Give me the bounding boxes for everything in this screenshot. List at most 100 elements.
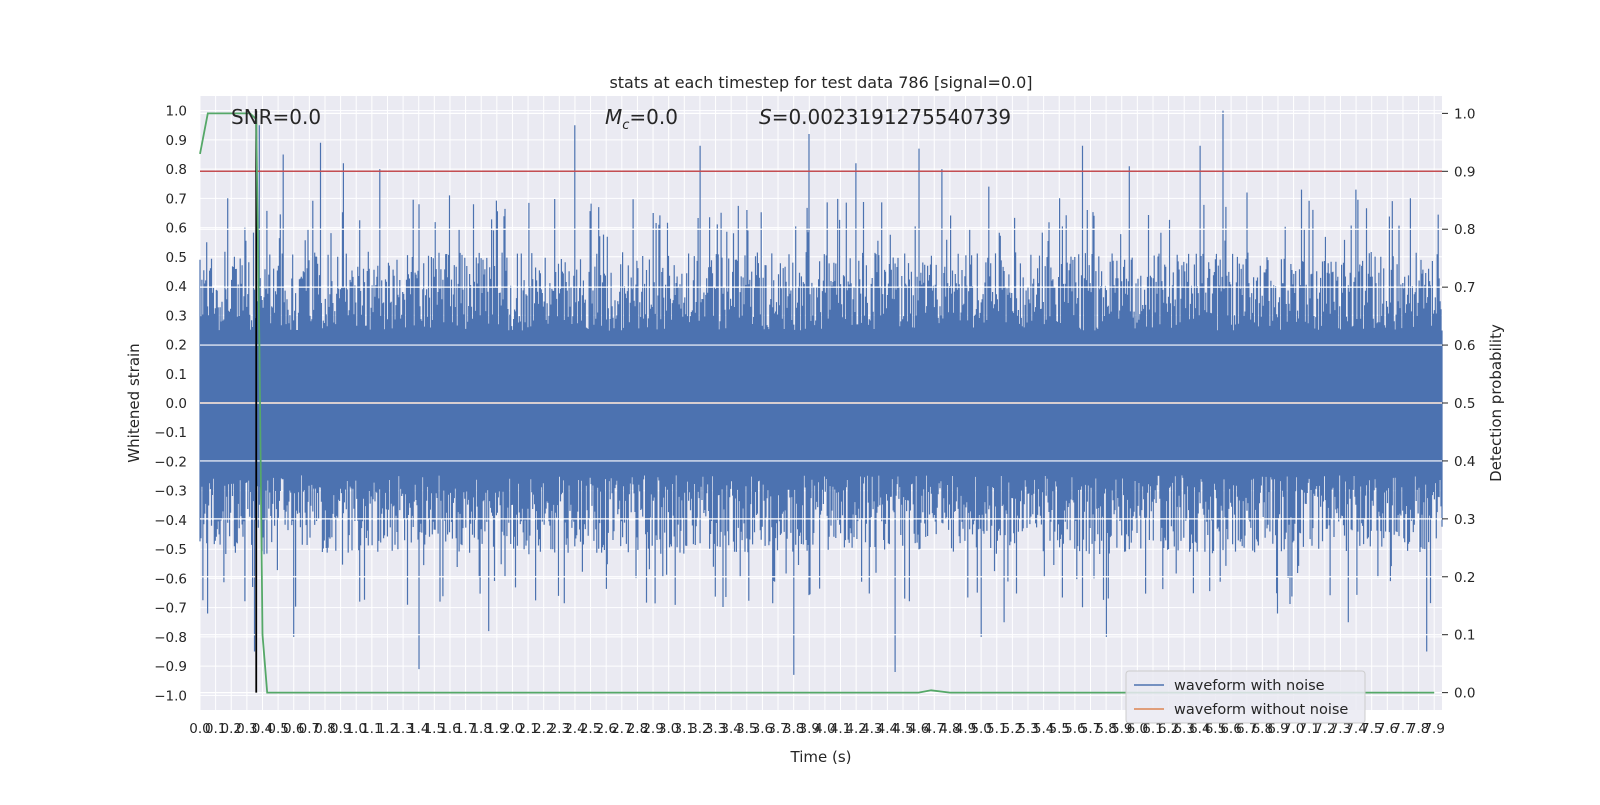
x-tick-label: 0.8 [314,721,335,737]
x-tick-label: 2.6 [595,721,616,737]
y-tick-label: −1.0 [154,688,187,704]
x-tick-label: 7.2 [1314,721,1335,737]
s-symbol: S [759,105,772,129]
x-tick-label: 5.0 [970,721,991,737]
x-tick-label: 4.4 [877,721,898,737]
x-tick-label: 6.8 [1252,721,1273,737]
x-tick-label: 4.8 [939,721,960,737]
x-tick-label: 2.9 [642,721,663,737]
s-value: =0.0023191275540739 [772,105,1011,129]
series-detection-probability [199,112,1435,694]
x-tick-label: 2.0 [502,721,523,737]
x-tick-label: 6.6 [1220,721,1241,737]
x-tick-label: 2.2 [533,721,554,737]
x-tick-label: 5.7 [1080,721,1101,737]
x-tick-label: 1.4 [408,721,429,737]
y2-tick-label: 0.1 [1454,628,1475,644]
legend-label-without-noise: waveform without noise [1174,702,1348,718]
legend-box [1125,670,1366,724]
x-tick-label: 0.1 [205,721,226,737]
x-tick-label: 6.9 [1267,721,1288,737]
chirp-mass-symbol: M [605,105,622,129]
y-tick-label: 0.4 [166,279,187,295]
x-tick-label: 4.2 [845,721,866,737]
y2-tick-label: 0.2 [1454,570,1475,586]
x-tick-label: 7.7 [1392,721,1413,737]
y-tick-label: 0.2 [166,338,187,354]
x-tick-label: 3.1 [674,721,695,737]
y2-tick-label: 0.9 [1454,164,1475,180]
x-tick-label: 6.3 [1173,721,1194,737]
x-tick-label: 4.6 [908,721,929,737]
y2-tick-label: 0.7 [1454,280,1475,296]
y-tick-label: −0.2 [154,454,187,470]
x-tick-label: 1.3 [392,721,413,737]
x-tick-label: 5.2 [1002,721,1023,737]
x-tick-label: 2.4 [564,721,585,737]
x-tick-label: 7.6 [1377,721,1398,737]
x-tick-label: 0.0 [189,721,210,737]
x-tick-label: 3.0 [658,721,679,737]
x-tick-label: 6.5 [1205,721,1226,737]
x-tick-label: 4.1 [830,721,851,737]
chirp-mass-subscript: c [622,118,629,133]
y-tick-labels: −1.0 −0.9 −0.8 −0.7 −0.6 −0.5 −0.4 −0.3 −0.2 −0.1… [154,104,187,705]
x-tick-label: 2.5 [580,721,601,737]
y-tick-label: −0.1 [154,425,187,441]
legend-label-with-noise: waveform with noise [1174,678,1325,694]
x-tick-label: 5.8 [1095,721,1116,737]
x-tick-label: 0.3 [236,721,257,737]
x-tick-label: 7.1 [1298,721,1319,737]
x-tick-label: 1.0 [345,721,366,737]
x-tick-label: 2.3 [549,721,570,737]
y2-tick-label: 0.3 [1454,512,1475,528]
x-tick-label: 1.8 [470,721,491,737]
y2-tick-labels: 0.0 0.1 0.2 0.3 0.4 0.5 0.6 0.7 0.8 0.9 1.0 [1442,106,1475,702]
chirp-mass-value: =0.0 [629,105,678,129]
x-tick-label: 1.9 [486,721,507,737]
x-tick-label: 2.8 [627,721,648,737]
y-tick-label: 0.0 [166,396,187,412]
x-tick-label: 3.6 [752,721,773,737]
x-tick-label: 6.2 [1158,721,1179,737]
chart-title: stats at each timestep for test data 786… [609,73,1032,92]
x-tick-label: 4.0 [814,721,835,737]
x-tick-label: 2.1 [517,721,538,737]
detection-probability-line [199,112,1435,694]
x-tick-label: 5.9 [1111,721,1132,737]
x-tick-label: 3.2 [689,721,710,737]
x-tick-label: 7.8 [1408,721,1429,737]
x-tick-label: 1.1 [361,721,382,737]
chirp-mass-annotation: Mc=0.0 [605,105,678,133]
x-tick-label: 3.9 [799,721,820,737]
x-tick-label: 0.6 [283,721,304,737]
y2-tick-label: 0.6 [1454,338,1475,354]
x-tick-label: 1.2 [377,721,398,737]
x-tick-label: 3.3 [705,721,726,737]
x-axis-label: Time (s) [790,748,852,766]
x-tick-label: 2.7 [611,721,632,737]
y-tick-label: −0.4 [154,513,187,529]
x-tick-label: 0.2 [221,721,242,737]
x-tick-label: 7.4 [1345,721,1366,737]
x-tick-label: 1.5 [424,721,445,737]
x-tick-label: 1.7 [455,721,476,737]
x-tick-label: 3.8 [783,721,804,737]
y-tick-label: 1.0 [166,104,187,120]
x-tick-label: 5.1 [986,721,1007,737]
x-tick-label: 3.5 [736,721,757,737]
s-annotation: S=0.0023191275540739 [759,105,1011,129]
snr-annotation: SNR=0.0 [231,105,321,129]
x-tick-label: 6.4 [1189,721,1210,737]
y-tick-label: −0.8 [154,630,187,646]
y2-axis-label: Detection probability [1487,324,1505,482]
x-tick-label: 0.9 [330,721,351,737]
x-tick-label: 0.7 [299,721,320,737]
y-tick-label: −0.5 [154,542,187,558]
x-tick-label: 1.6 [439,721,460,737]
y-tick-label: −0.9 [154,659,187,675]
x-tick-label: 0.5 [267,721,288,737]
y-tick-label: −0.3 [154,484,187,500]
